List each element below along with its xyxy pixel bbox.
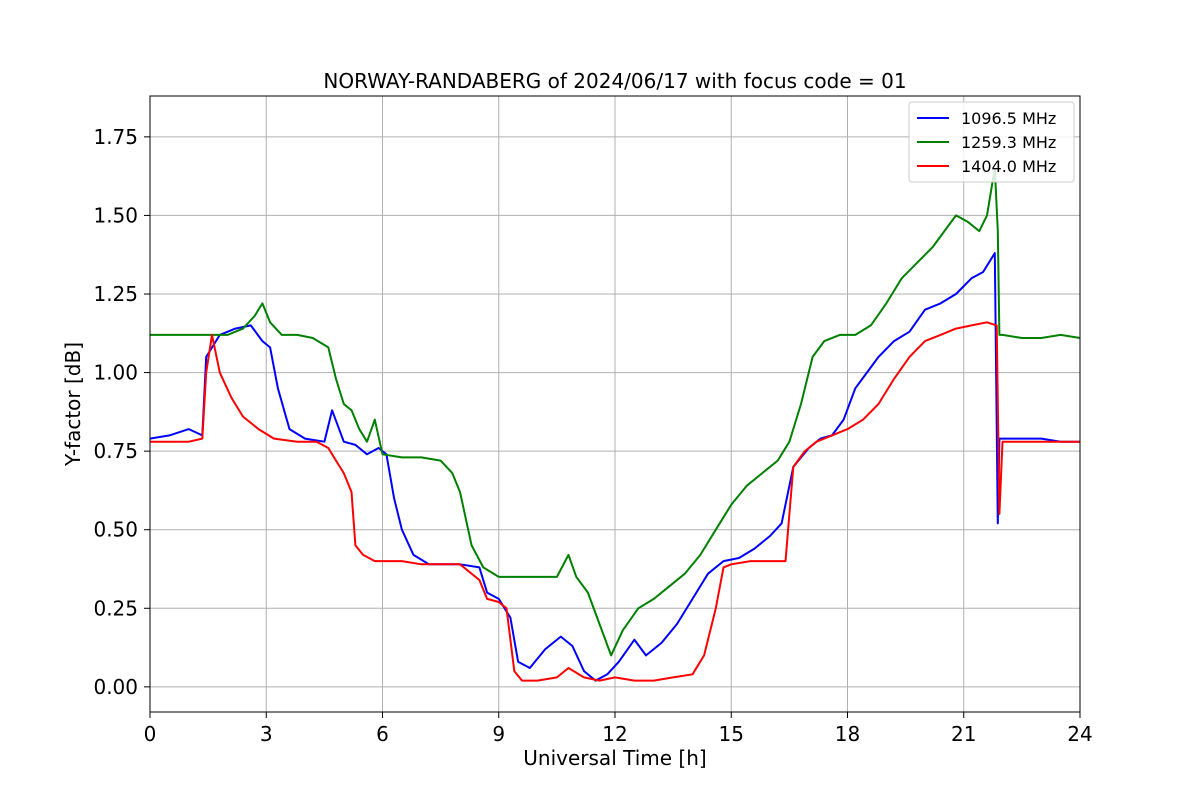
legend-label: 1259.3 MHz (961, 133, 1056, 152)
x-tick-label: 12 (602, 722, 627, 746)
tick-layer: 0 3 6 9 12 15 18 21 24 0.00 0.25 0.50 0.75 1.00 1.25 1.… (93, 125, 1092, 746)
series-layer (149, 167, 1081, 682)
x-tick-label: 21 (951, 722, 976, 746)
legend-box (908, 101, 1075, 183)
y-tick-label: 0.25 (93, 596, 138, 620)
y-tick-label: 1.25 (93, 282, 138, 306)
series-line-1 (149, 252, 1080, 682)
x-tick-label: 24 (1067, 722, 1092, 746)
series-line-2 (150, 167, 1081, 657)
y-axis-label: Y-factor [dB] (61, 342, 85, 467)
y-tick-label: 0.50 (93, 518, 138, 542)
chart-title: NORWAY-RANDABERG of 2024/06/17 with focu… (323, 69, 906, 93)
x-tick-label: 3 (260, 722, 273, 746)
y-tick-label: 1.50 (93, 203, 138, 227)
y-tick-label: 0.75 (93, 439, 138, 463)
x-tick-label: 9 (492, 722, 505, 746)
x-tick-label: 0 (144, 722, 157, 746)
legend: 1096.5 MHz 1259.3 MHz 1404.0 MHz (908, 101, 1075, 183)
series-line-3 (150, 321, 1080, 682)
y-tick-label: 0.00 (93, 675, 138, 699)
legend-label: 1404.0 MHz (961, 157, 1056, 176)
x-tick-label: 15 (719, 722, 744, 746)
y-tick-label: 1.75 (93, 125, 138, 149)
x-tick-label: 6 (376, 722, 389, 746)
x-tick-label: 18 (835, 722, 860, 746)
x-axis-label: Universal Time [h] (523, 746, 706, 770)
legend-label: 1096.5 MHz (961, 109, 1056, 128)
y-tick-label: 1.00 (93, 361, 138, 385)
grid-layer (149, 96, 1081, 712)
